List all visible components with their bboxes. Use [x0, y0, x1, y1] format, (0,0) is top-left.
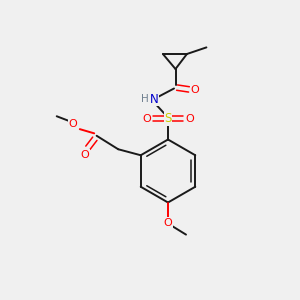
Text: O: O — [142, 113, 151, 124]
Text: O: O — [190, 85, 200, 95]
Text: H: H — [141, 94, 149, 104]
Text: O: O — [80, 150, 89, 160]
Text: O: O — [164, 218, 172, 228]
Text: O: O — [69, 119, 78, 129]
Text: S: S — [164, 112, 172, 125]
Text: O: O — [185, 113, 194, 124]
Text: N: N — [150, 93, 159, 106]
